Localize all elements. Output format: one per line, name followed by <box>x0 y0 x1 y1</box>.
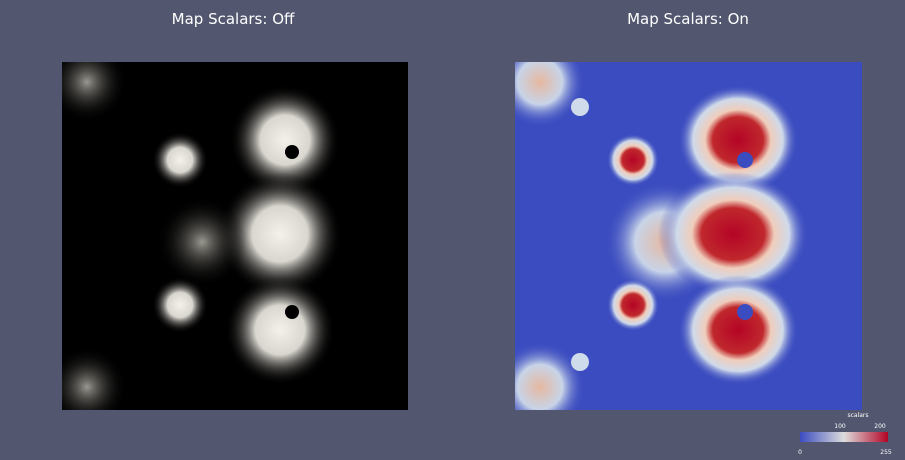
legend-title: scalars <box>847 412 868 419</box>
panel-title: Map Scalars: Off <box>172 10 295 28</box>
legend-label: 255 <box>880 449 892 456</box>
panel-title: Map Scalars: On <box>627 10 749 28</box>
legend-label: 200 <box>874 423 886 430</box>
color-legend: scalars 0 100 200 255 <box>798 412 892 456</box>
legend-label: 100 <box>834 423 846 430</box>
render-off <box>62 62 408 410</box>
render-on <box>515 62 862 410</box>
legend-label: 0 <box>798 449 802 456</box>
